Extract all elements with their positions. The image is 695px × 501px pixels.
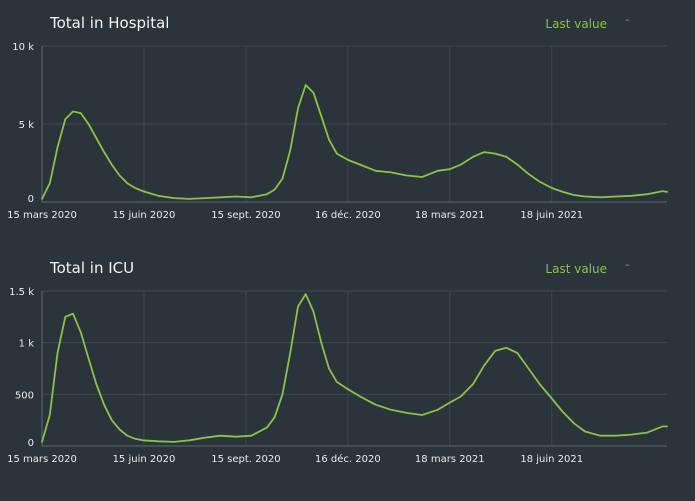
legend-value: - bbox=[625, 260, 629, 271]
legend-label[interactable]: Last value bbox=[545, 17, 607, 31]
x-tick-label: 18 juin 2021 bbox=[520, 454, 583, 465]
y-tick-label: 0 bbox=[28, 438, 34, 449]
x-tick-label: 18 mars 2021 bbox=[415, 454, 485, 465]
legend-value: - bbox=[625, 15, 629, 26]
x-tick-label: 15 juin 2020 bbox=[113, 210, 176, 221]
hospital-chart-panel: Total in Hospital Last value - 0 5 k 10 k 1… bbox=[0, 0, 695, 245]
x-tick-label: 15 juin 2020 bbox=[113, 454, 176, 465]
x-tick-label: 15 sept. 2020 bbox=[211, 210, 280, 221]
legend-label[interactable]: Last value bbox=[545, 262, 607, 276]
x-tick-label: 15 mars 2020 bbox=[7, 210, 77, 221]
x-tick-label: 15 sept. 2020 bbox=[211, 454, 280, 465]
y-tick-label: 500 bbox=[15, 390, 34, 401]
series-line bbox=[41, 293, 668, 443]
icu-line-chart: 0 500 1 k 1.5 k 15 mars 2020 15 juin 2020 15 s… bbox=[7, 287, 668, 465]
icu-chart-panel: Total in ICU Last value - 0 500 1 k 1.5 k 15… bbox=[0, 245, 695, 501]
y-tick-label: 10 k bbox=[12, 42, 34, 53]
y-tick-label: 1 k bbox=[19, 339, 35, 350]
series-line bbox=[41, 84, 668, 200]
y-tick-label: 5 k bbox=[19, 120, 35, 131]
y-tick-label: 0 bbox=[28, 194, 34, 205]
x-tick-label: 18 juin 2021 bbox=[520, 210, 583, 221]
chart-title: Total in Hospital bbox=[50, 14, 170, 32]
x-tick-label: 15 mars 2020 bbox=[7, 454, 77, 465]
x-tick-label: 18 mars 2021 bbox=[415, 210, 485, 221]
hospital-line-chart: 0 5 k 10 k 15 mars 2020 15 juin 2020 15 sept.… bbox=[7, 42, 668, 221]
y-tick-label: 1.5 k bbox=[9, 287, 34, 298]
x-tick-label: 16 déc. 2020 bbox=[315, 453, 381, 465]
x-tick-label: 16 déc. 2020 bbox=[315, 209, 381, 221]
chart-title: Total in ICU bbox=[50, 259, 135, 277]
